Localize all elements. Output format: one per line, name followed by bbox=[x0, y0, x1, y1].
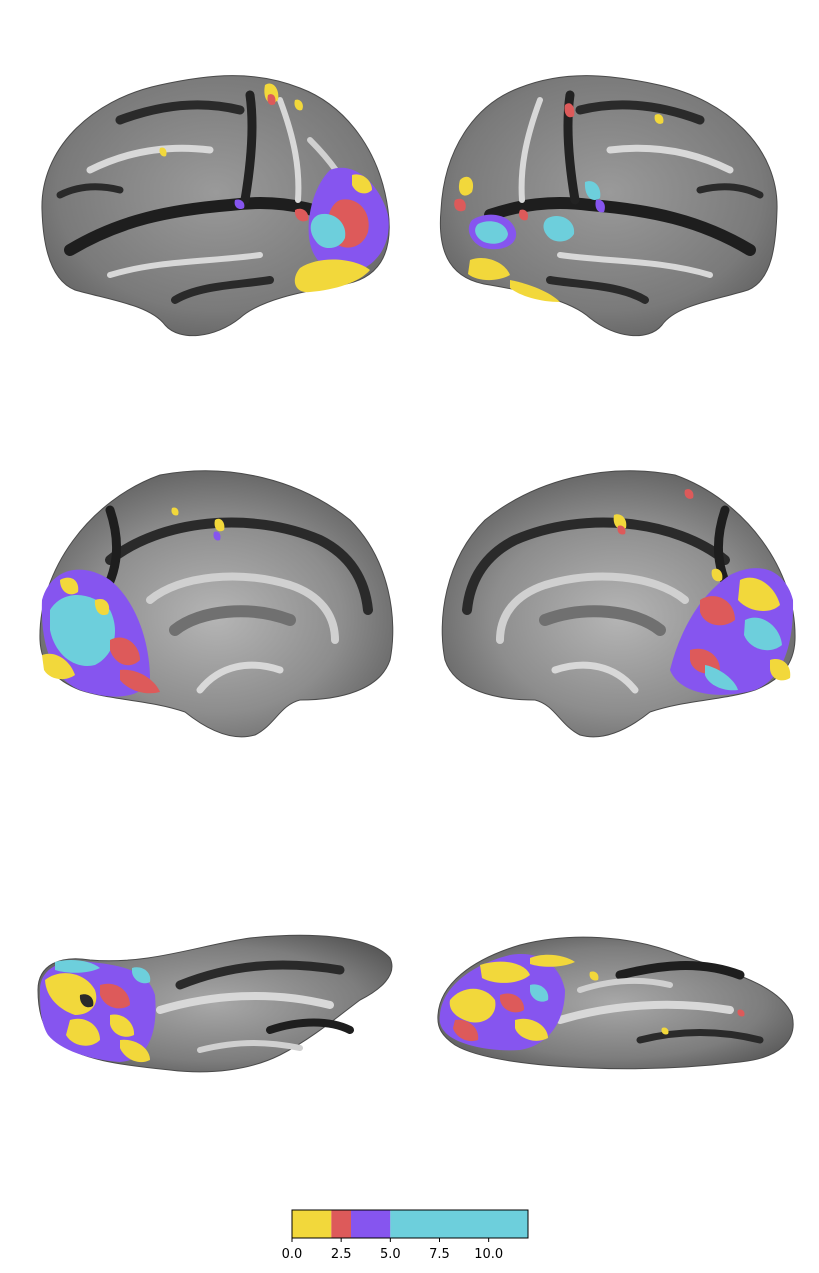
left-medial-activation bbox=[41, 507, 225, 697]
right-medial-view bbox=[441, 470, 796, 738]
colorbar-segment-0 bbox=[292, 1210, 332, 1238]
right-ventral-view bbox=[437, 936, 794, 1070]
left-medial-view bbox=[39, 470, 394, 738]
colorbar-segment-1 bbox=[331, 1210, 351, 1238]
colorbar: 0.0 2.5 5.0 7.5 10.0 bbox=[282, 1209, 529, 1262]
right-lateral-activation bbox=[454, 103, 664, 302]
colorbar-outline bbox=[291, 1209, 529, 1239]
left-ventral-activation bbox=[40, 960, 156, 1063]
right-ventral-sulci bbox=[556, 961, 764, 1044]
left-ventral-sulci bbox=[156, 960, 354, 1053]
colorbar-tick-label: 0.0 bbox=[282, 1247, 303, 1262]
colorbar-segment-3 bbox=[390, 1210, 528, 1238]
colorbar-segment-2 bbox=[351, 1210, 391, 1238]
colorbar-ticks: 0.0 2.5 5.0 7.5 10.0 bbox=[282, 1238, 503, 1262]
colorbar-tick-label: 7.5 bbox=[429, 1247, 450, 1262]
colorbar-tick-label: 10.0 bbox=[474, 1247, 503, 1262]
left-lateral-view bbox=[41, 75, 390, 337]
left-ventral-view bbox=[37, 934, 393, 1073]
right-lateral-view bbox=[439, 75, 778, 337]
colorbar-tick-label: 2.5 bbox=[331, 1247, 352, 1262]
right-medial-sulci bbox=[462, 505, 740, 694]
colorbar-tick-label: 5.0 bbox=[380, 1247, 401, 1262]
right-medial-activation bbox=[613, 489, 794, 695]
right-ventral-activation bbox=[439, 954, 745, 1051]
left-lateral-activation bbox=[159, 83, 389, 293]
colorbar-segments bbox=[292, 1210, 528, 1238]
